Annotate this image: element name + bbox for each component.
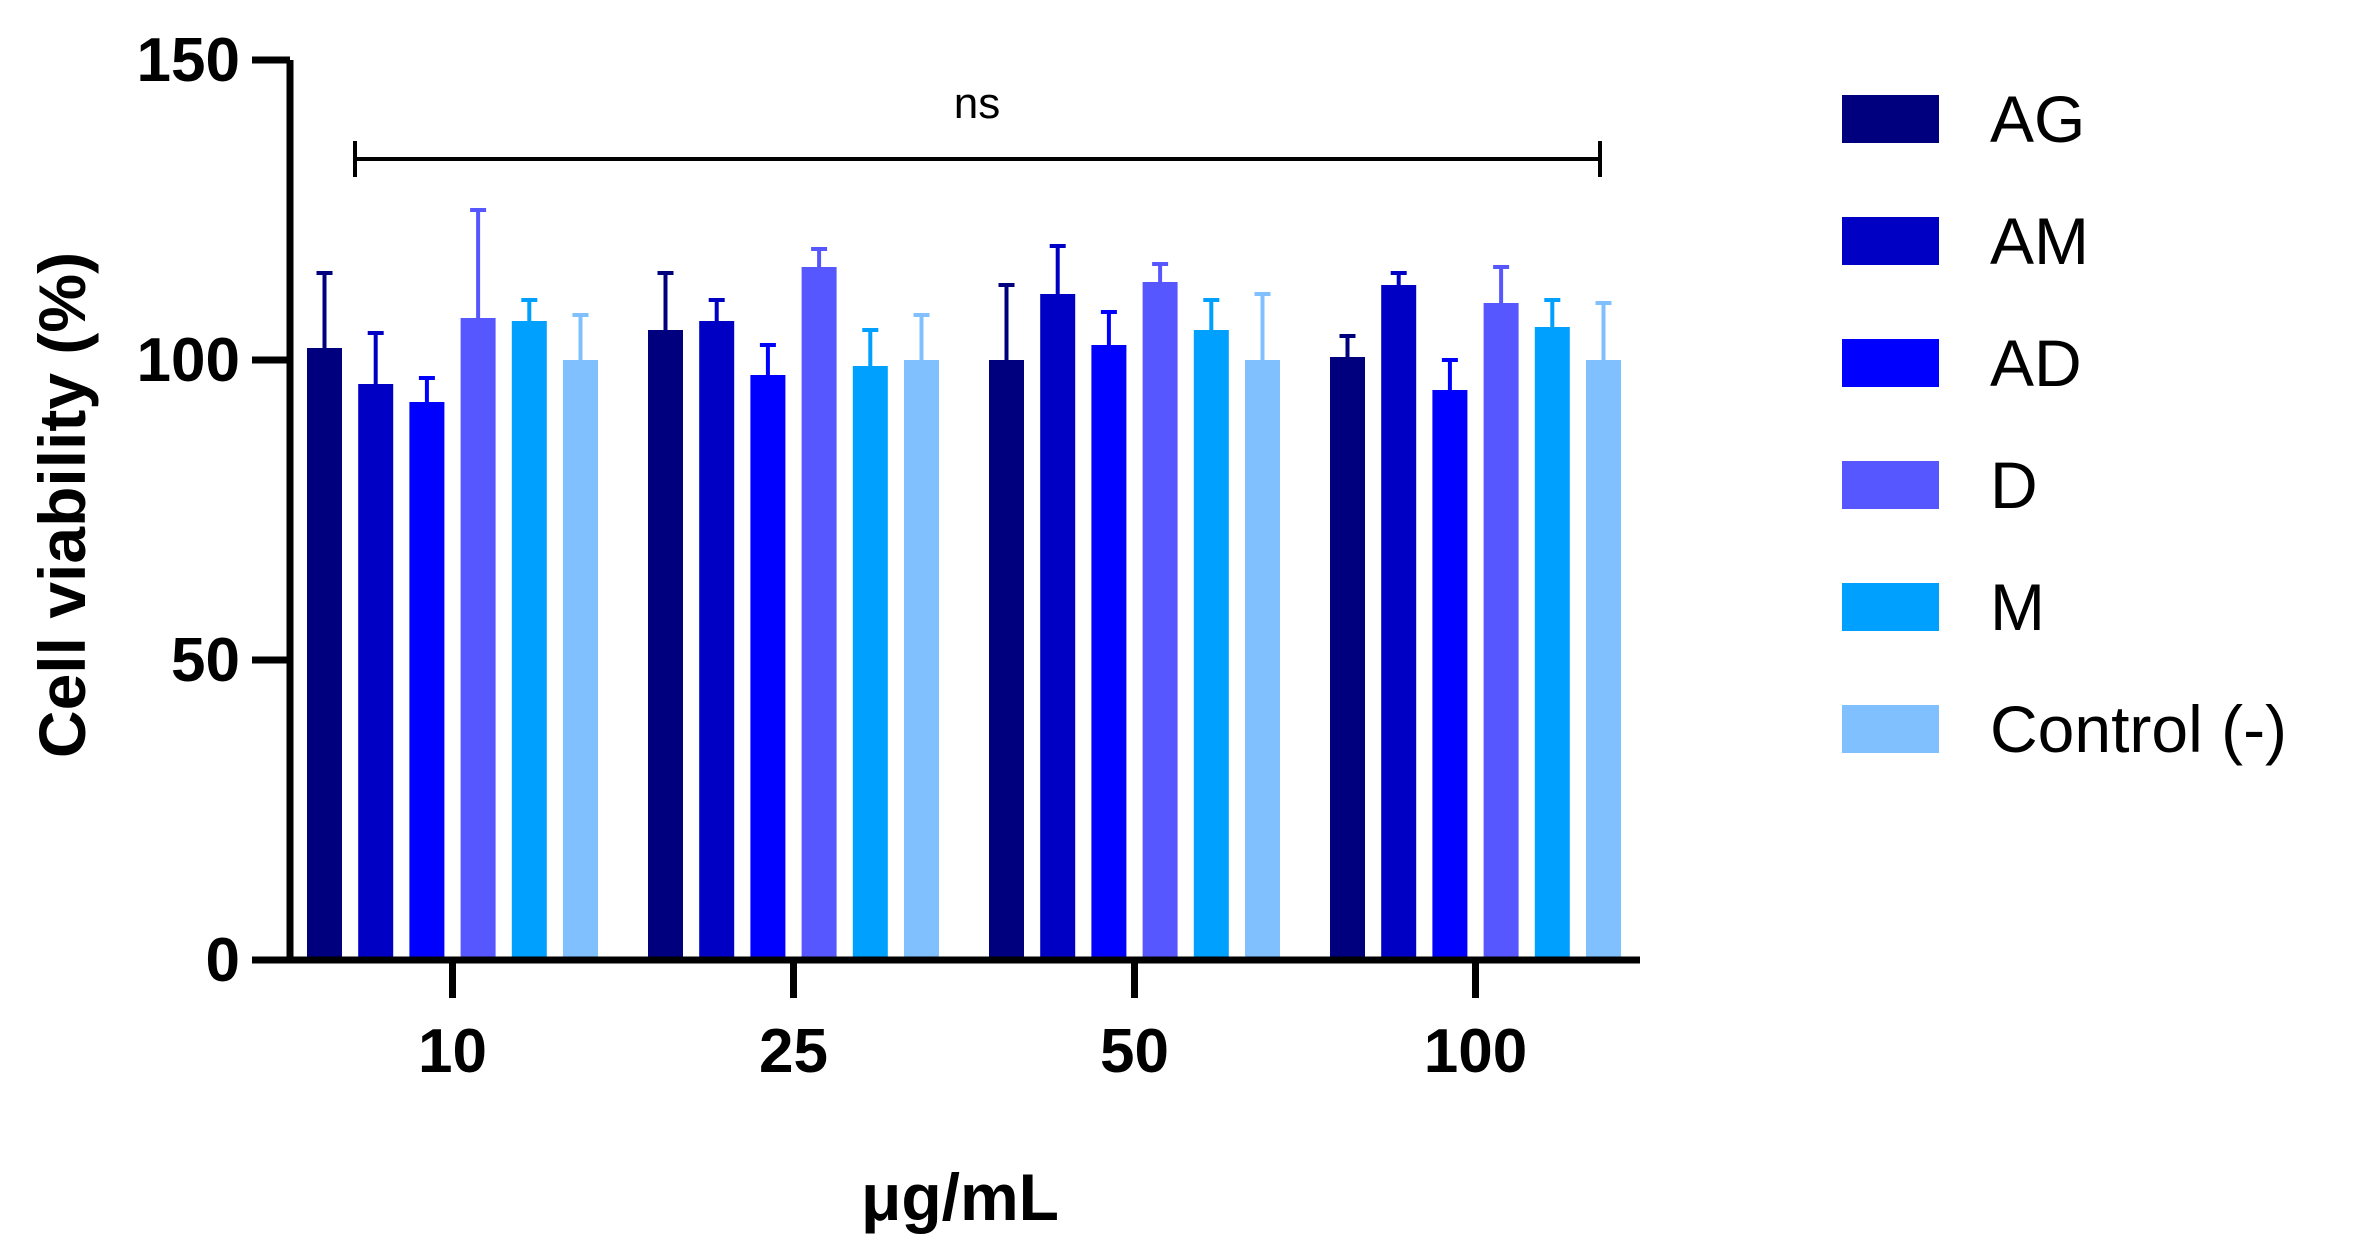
bar-ad-25 xyxy=(750,375,786,960)
bar-d-50 xyxy=(1142,282,1178,960)
legend-swatch-m xyxy=(1842,583,1939,631)
bar-am-100 xyxy=(1381,285,1417,960)
bar-am-10 xyxy=(358,384,394,960)
significance-label: ns xyxy=(954,79,1000,128)
legend-swatch-am xyxy=(1842,217,1939,265)
legend-swatch-ag xyxy=(1842,95,1939,143)
bar-am-50 xyxy=(1040,294,1076,960)
bars-layer xyxy=(307,267,1621,960)
axes-layer xyxy=(252,60,1640,964)
bar-d-100 xyxy=(1483,303,1519,960)
bar-control-100 xyxy=(1586,360,1621,960)
y-tick-label-50: 50 xyxy=(171,626,240,695)
legend-label-ad: AD xyxy=(1990,326,2082,400)
bar-ad-100 xyxy=(1432,390,1468,960)
y-ticks: 0 50 100 150 xyxy=(137,26,290,995)
y-tick-label-100: 100 xyxy=(137,326,240,395)
bar-control-25 xyxy=(904,360,939,960)
x-ticks: 10 25 50 100 xyxy=(418,960,1527,1086)
legend: AG AM AD DM Control (-) xyxy=(1842,82,2287,766)
x-tick-label-100: 100 xyxy=(1424,1017,1527,1086)
legend-swatch-control xyxy=(1842,705,1939,753)
bar-m-50 xyxy=(1193,330,1229,960)
bar-ad-10 xyxy=(409,402,445,960)
bar-control-10 xyxy=(563,360,598,960)
legend-label-am: AM xyxy=(1990,204,2089,278)
x-tick-label-50: 50 xyxy=(1100,1017,1169,1086)
y-tick-label-150: 150 xyxy=(137,26,240,95)
bar-m-10 xyxy=(511,321,547,960)
legend-label-m: M xyxy=(1990,570,2045,644)
bar-ag-50 xyxy=(989,360,1024,960)
legend-label-control: Control (-) xyxy=(1990,692,2287,766)
legend-swatch-ad xyxy=(1842,339,1939,387)
error-bars-layer xyxy=(316,208,1612,402)
bar-d-25 xyxy=(801,267,837,960)
bar-m-25 xyxy=(852,366,888,960)
bar-control-50 xyxy=(1245,360,1280,960)
bar-ag-25 xyxy=(648,330,683,960)
bar-ag-100 xyxy=(1330,357,1365,960)
bar-ag-10 xyxy=(307,348,342,960)
bar-am-25 xyxy=(699,321,735,960)
bar-m-100 xyxy=(1534,327,1570,960)
legend-swatch-d xyxy=(1842,461,1939,509)
y-tick-label-0: 0 xyxy=(206,926,240,995)
bar-d-10 xyxy=(460,318,496,960)
legend-label-d: D xyxy=(1990,448,2038,522)
significance-bracket: ns xyxy=(353,79,1602,177)
x-tick-label-10: 10 xyxy=(418,1017,487,1086)
bar-ad-50 xyxy=(1091,345,1127,960)
x-axis-title: μg/mL xyxy=(861,1160,1059,1234)
x-tick-label-25: 25 xyxy=(759,1017,828,1086)
y-axis-title: Cell viability (%) xyxy=(25,252,99,758)
legend-label-ag: AG xyxy=(1990,82,2085,156)
